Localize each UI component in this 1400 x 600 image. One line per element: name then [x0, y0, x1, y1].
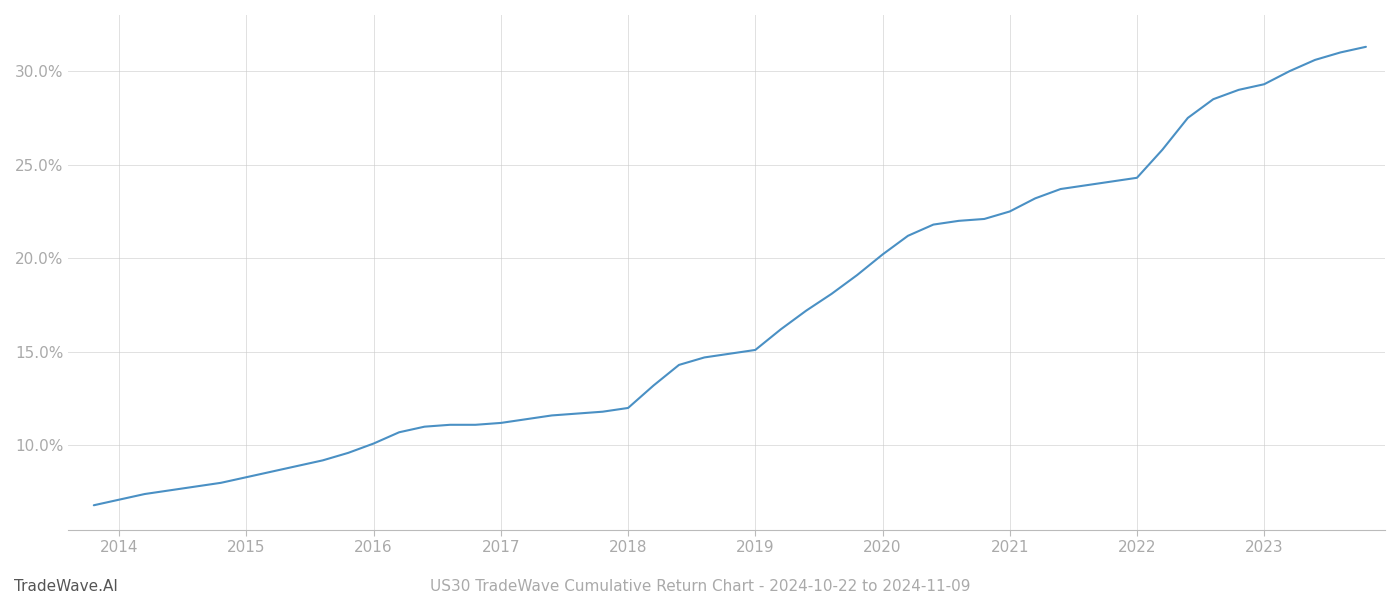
Text: TradeWave.AI: TradeWave.AI [14, 579, 118, 594]
Text: US30 TradeWave Cumulative Return Chart - 2024-10-22 to 2024-11-09: US30 TradeWave Cumulative Return Chart -… [430, 579, 970, 594]
